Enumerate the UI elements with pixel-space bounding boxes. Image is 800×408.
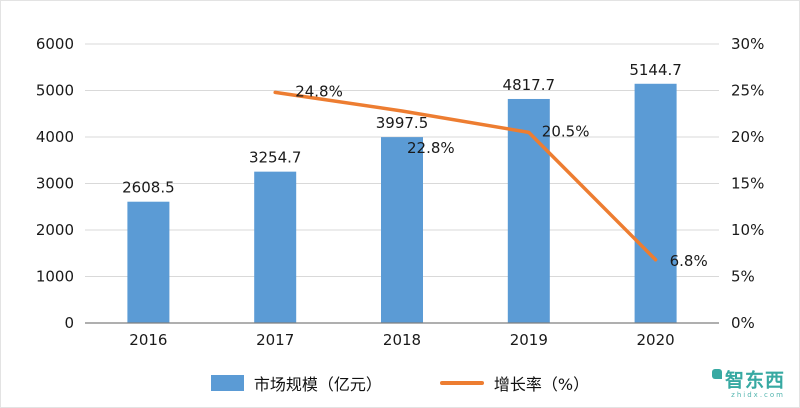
left-axis-tick-5000: 5000 [36,82,74,100]
right-axis-tick-25: 25% [731,82,764,100]
bar-label-2018: 3997.5 [376,114,429,132]
x-tick-2016: 2016 [129,331,167,349]
right-axis-tick-20: 20% [731,128,764,146]
watermark: 智东西 zhidx.com [711,369,785,399]
bar-2019 [507,98,550,323]
legend-item-market-size: 市场规模（亿元） [210,371,382,395]
bar-label-2017: 3254.7 [249,149,302,167]
right-axis-tick-0: 0% [731,314,755,332]
legend-item-growth-rate: 增长率（%） [439,371,590,395]
left-axis-tick-3000: 3000 [36,175,74,193]
bar-series-swatch [210,375,244,391]
left-axis-tick-4000: 4000 [36,128,74,146]
bar-label-2016: 2608.5 [122,179,175,197]
right-axis-tick-30: 30% [731,35,764,53]
right-axis-tick-15: 15% [731,175,764,193]
legend-label-growth-rate: 增长率（%） [493,375,590,394]
x-tick-2018: 2018 [383,331,421,349]
bar-label-2019: 4817.7 [503,76,556,94]
watermark-subtext: zhidx.com [731,390,785,399]
line-label-2020: 6.8% [670,252,708,270]
left-axis-tick-2000: 2000 [36,221,74,239]
bar-label-2020: 5144.7 [629,61,682,79]
line-series-swatch [439,381,484,385]
right-axis-tick-5: 5% [731,268,755,286]
line-label-2019: 20.5% [542,122,590,140]
growth-rate-line [273,90,658,262]
line-label-2018: 22.8% [407,139,455,157]
watermark-bubble-icon [711,369,722,380]
left-axis-tick-0: 0 [64,314,74,332]
chart-plot-area: 0 1000 2000 3000 4000 5000 6000 0% 5% 10% 15% 20% 25… [36,35,765,349]
x-tick-2019: 2019 [510,331,548,349]
x-tick-2017: 2017 [256,331,294,349]
x-tick-2020: 2020 [637,331,675,349]
bar-2016 [127,201,170,323]
line-label-2017: 24.8% [295,82,343,100]
bar-2017 [254,171,297,323]
watermark-text: 智东西 [724,369,785,392]
watermark-logo: 智东西 [711,369,785,392]
left-axis-tick-1000: 1000 [36,268,74,286]
right-axis-tick-10: 10% [731,221,764,239]
bar-2020 [634,83,677,323]
legend-label-market-size: 市场规模（亿元） [253,375,382,394]
chart-legend: 市场规模（亿元） 增长率（%） [1,371,799,395]
bar-2018 [381,137,423,323]
left-axis-tick-6000: 6000 [36,35,74,53]
